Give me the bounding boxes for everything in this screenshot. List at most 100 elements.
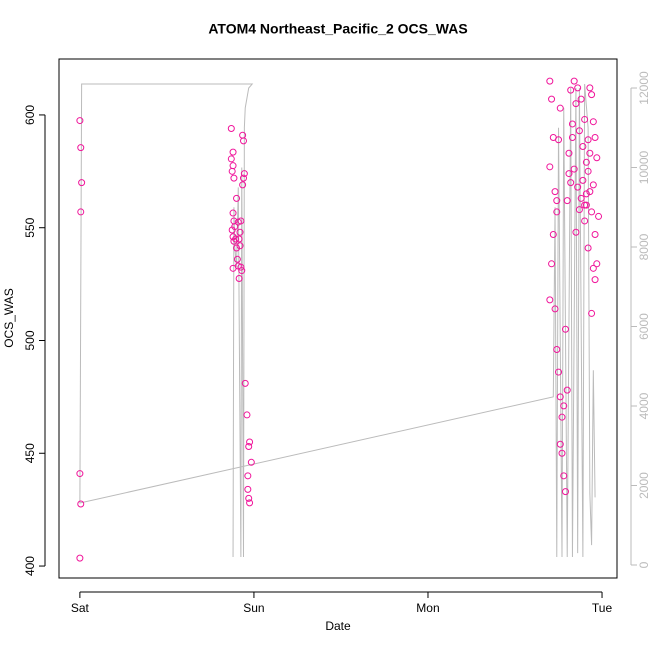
data-point: [593, 154, 601, 162]
data-point: [233, 194, 241, 202]
data-point: [77, 500, 85, 508]
data-point: [235, 235, 243, 243]
data-point: [553, 197, 561, 205]
data-point: [572, 100, 580, 108]
data-point: [565, 170, 573, 178]
y-axis-label: OCS_WAS: [2, 288, 16, 348]
data-point: [240, 170, 248, 178]
data-point: [565, 149, 573, 157]
data-point: [230, 174, 238, 182]
data-point: [591, 133, 599, 141]
data-point: [553, 208, 561, 216]
data-point: [575, 206, 583, 214]
data-point: [591, 276, 599, 284]
data-point: [595, 212, 603, 220]
y2-tick-label: 0: [637, 561, 650, 568]
data-point: [581, 115, 589, 123]
data-point: [581, 217, 589, 225]
x-tick-label: Sun: [243, 601, 264, 615]
data-point: [577, 95, 585, 103]
data-point: [581, 201, 589, 209]
data-point: [244, 472, 252, 480]
data-point: [233, 255, 241, 263]
data-point: [563, 386, 571, 394]
y2-tick-label: 2000: [637, 472, 650, 499]
data-point: [574, 183, 582, 191]
data-point: [582, 190, 590, 198]
data-point: [588, 208, 596, 216]
data-point: [579, 143, 587, 151]
data-point: [560, 402, 568, 410]
data-point: [563, 197, 571, 205]
data-point: [546, 163, 554, 171]
data-point: [232, 235, 240, 243]
data-point: [246, 438, 254, 446]
x-axis-label: Date: [325, 619, 351, 633]
data-point: [235, 274, 243, 282]
data-point: [239, 181, 247, 189]
data-point: [584, 167, 592, 175]
data-point: [558, 449, 566, 457]
data-point: [586, 149, 594, 157]
data-point: [239, 174, 247, 182]
data-point: [593, 260, 601, 268]
data-point: [229, 264, 237, 272]
data-point: [586, 188, 594, 196]
data-point: [229, 162, 237, 170]
data-point: [76, 554, 84, 562]
data-point: [591, 230, 599, 238]
y-tick-label: 500: [23, 330, 37, 350]
chart-title: ATOM4 Northeast_Pacific_2 OCS_WAS: [208, 21, 467, 37]
data-point: [244, 485, 252, 493]
data-point: [227, 155, 235, 163]
data-point: [76, 117, 84, 125]
x-tick-label: Tue: [592, 601, 613, 615]
y-tick-label: 600: [23, 105, 37, 125]
data-point: [551, 305, 559, 313]
altitude-line: [79, 83, 596, 558]
data-point: [237, 217, 245, 225]
data-point: [239, 137, 247, 145]
data-point: [556, 393, 564, 401]
data-point: [77, 144, 85, 152]
data-point: [588, 309, 596, 317]
data-point: [567, 86, 575, 94]
data-point: [548, 260, 556, 268]
data-point: [229, 148, 237, 156]
y2-tick-label: 6000: [637, 313, 650, 340]
x-tick-label: Mon: [416, 601, 439, 615]
data-point: [570, 77, 578, 85]
y2-tick-label: 10000: [637, 151, 650, 185]
data-point: [568, 133, 576, 141]
data-point: [582, 158, 590, 166]
data-point: [560, 472, 568, 480]
data-point: [78, 179, 86, 187]
data-point: [577, 194, 585, 202]
data-point: [555, 136, 563, 144]
data-point: [229, 209, 237, 217]
data-point: [558, 413, 566, 421]
data-point: [574, 84, 582, 92]
y-tick-label: 400: [23, 556, 37, 576]
data-point: [586, 84, 594, 92]
data-point: [570, 165, 578, 173]
data-point: [238, 267, 246, 275]
data-point: [245, 494, 253, 502]
data-point: [556, 104, 564, 112]
data-point: [555, 368, 563, 376]
data-point: [247, 458, 255, 466]
y-tick-label: 550: [23, 217, 37, 237]
data-point: [561, 325, 569, 333]
data-point: [568, 120, 576, 128]
y2-tick-label: 8000: [637, 233, 650, 260]
data-point: [245, 443, 253, 451]
data-point: [575, 127, 583, 135]
data-point: [546, 296, 554, 304]
data-point: [246, 499, 254, 507]
data-point: [553, 346, 561, 354]
y-tick-label: 450: [23, 443, 37, 463]
data-point: [228, 167, 236, 175]
data-point: [236, 228, 244, 236]
data-point: [589, 264, 597, 272]
